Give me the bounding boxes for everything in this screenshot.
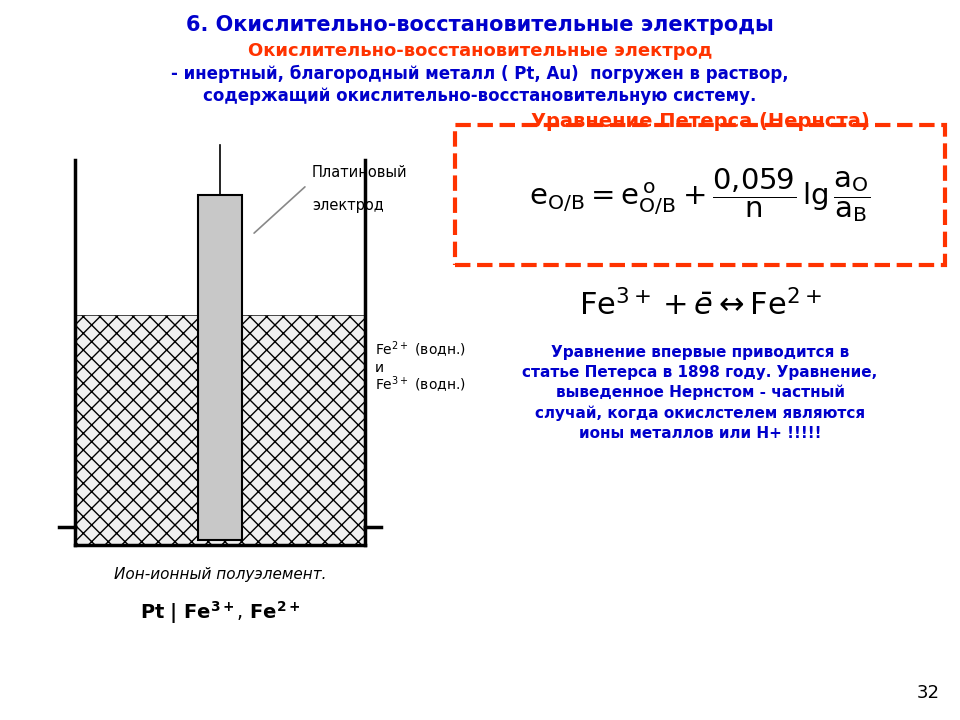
Bar	[455, 125, 945, 265]
Text: Окислительно-восстановительные электрод: Окислительно-восстановительные электрод	[248, 42, 712, 60]
Text: и: и	[375, 361, 384, 375]
Bar	[198, 195, 242, 540]
Text: электрод: электрод	[312, 198, 384, 213]
Text: - инертный, благородный металл ( Pt, Au)  погружен в раствор,: - инертный, благородный металл ( Pt, Au)…	[171, 65, 789, 83]
Text: $\mathrm{Fe^{3+}} + \bar{e} \leftrightarrow \mathrm{Fe^{2+}}$: $\mathrm{Fe^{3+}} + \bar{e} \leftrightar…	[579, 289, 822, 321]
Text: Уравнение Петерса (Нернста): Уравнение Петерса (Нернста)	[531, 112, 870, 131]
Text: $\mathrm{Fe^{3+}}$ (водн.): $\mathrm{Fe^{3+}}$ (водн.)	[375, 375, 466, 395]
Text: $\mathbf{Pt\ |\ Fe^{3+}\mathrm{,}\ Fe^{2+}}$: $\mathbf{Pt\ |\ Fe^{3+}\mathrm{,}\ Fe^{2…	[140, 599, 300, 626]
Text: $\mathrm{Fe^{2+}}$ (водн.): $\mathrm{Fe^{2+}}$ (водн.)	[375, 340, 466, 360]
Text: Уравнение впервые приводится в
статье Петерса в 1898 году. Уравнение,
выведенное: Уравнение впервые приводится в статье Пе…	[522, 345, 877, 441]
Text: $\mathrm{e_{O/B}} = \mathrm{e^{\,o}_{O/B}} + \dfrac{0{,}059}{\mathrm{n}}\,\mathr: $\mathrm{e_{O/B}} = \mathrm{e^{\,o}_{O/B…	[529, 166, 871, 224]
Polygon shape	[75, 315, 365, 545]
Text: Платиновый: Платиновый	[312, 165, 408, 180]
Text: Ион-ионный полуэлемент.: Ион-ионный полуэлемент.	[113, 567, 326, 582]
Text: содержащий окислительно-восстановительную систему.: содержащий окислительно-восстановительну…	[204, 87, 756, 105]
Text: 32: 32	[917, 684, 940, 702]
Text: 6. Окислительно-восстановительные электроды: 6. Окислительно-восстановительные электр…	[186, 15, 774, 35]
